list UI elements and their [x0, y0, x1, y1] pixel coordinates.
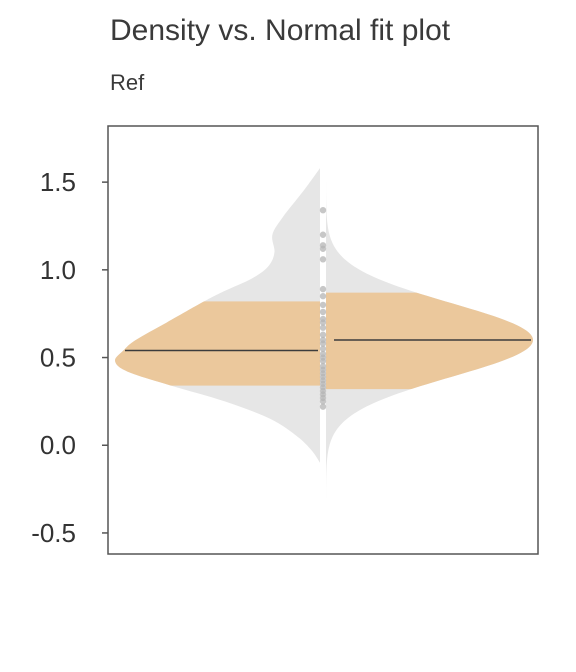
data-point: [319, 345, 327, 352]
data-point: [319, 331, 327, 338]
chart-subtitle: Ref: [110, 70, 145, 95]
right-interval-band: [326, 292, 533, 390]
data-point: [319, 357, 327, 365]
y-tick-label: 1.0: [40, 255, 76, 285]
data-point: [319, 319, 327, 326]
data-point: [319, 340, 327, 347]
chart-title: Density vs. Normal fit plot: [110, 14, 451, 47]
data-point: [319, 308, 327, 316]
data-point: [319, 285, 327, 293]
y-tick-label: 1.5: [40, 167, 76, 197]
data-point: [319, 256, 327, 263]
data-point: [319, 301, 327, 309]
data-point: [319, 245, 327, 252]
plot-frame: [107, 125, 539, 555]
y-tick-label: 0.5: [40, 343, 76, 373]
y-tick-label: 0.0: [40, 430, 76, 460]
left-interval-band: [115, 301, 320, 386]
data-point: [319, 398, 327, 405]
data-point: [319, 206, 327, 214]
plot-panel: [115, 166, 533, 514]
data-point: [319, 231, 327, 238]
data-point: [319, 324, 327, 331]
data-point: [319, 292, 327, 300]
y-tick-label: -0.5: [31, 518, 76, 548]
data-point: [319, 403, 327, 410]
